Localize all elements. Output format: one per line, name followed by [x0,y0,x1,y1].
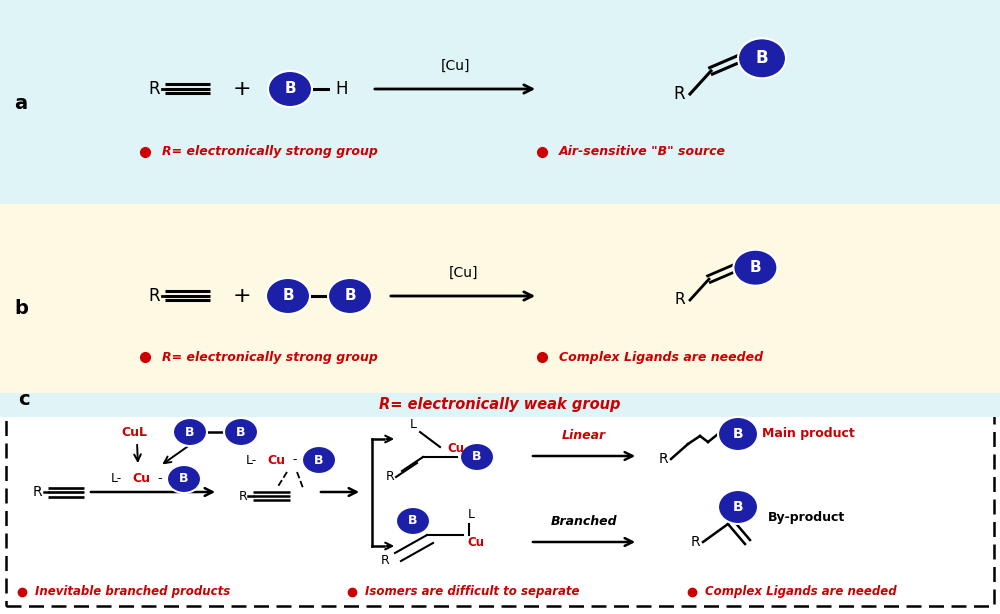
Text: Air-sensitive "B" source: Air-sensitive "B" source [559,146,726,158]
Ellipse shape [738,38,786,79]
Ellipse shape [733,250,777,286]
Text: R: R [238,489,247,502]
Text: -: - [293,454,297,467]
Ellipse shape [302,446,336,474]
Text: B: B [179,473,189,486]
Text: R: R [32,485,42,499]
Ellipse shape [224,418,258,446]
Text: R: R [658,452,668,466]
Ellipse shape [173,418,207,446]
Text: R: R [386,470,394,483]
Text: b: b [14,299,28,318]
Text: L-: L- [246,454,257,467]
Text: L-: L- [111,473,122,486]
Text: By-product: By-product [768,510,845,524]
Text: R: R [674,292,685,308]
Text: +: + [233,286,251,306]
Ellipse shape [718,417,758,451]
Text: Complex Ligands are needed: Complex Ligands are needed [559,351,763,363]
Text: B: B [750,260,761,275]
Text: B: B [314,454,324,467]
Text: R: R [148,80,160,98]
Text: B: B [472,451,482,464]
Text: CuL: CuL [121,426,147,438]
Text: B: B [733,500,743,514]
Text: R= electronically strong group: R= electronically strong group [162,351,378,363]
Text: [Cu]: [Cu] [440,59,470,73]
Text: R: R [148,287,160,305]
Text: Isomers are difficult to separate: Isomers are difficult to separate [365,586,580,599]
Text: Main product: Main product [762,427,855,440]
Text: Cu: Cu [447,443,464,456]
Ellipse shape [396,507,430,535]
Ellipse shape [328,278,372,314]
Text: B: B [284,82,296,96]
Text: B: B [282,289,294,303]
Text: Branched: Branched [551,515,617,528]
Text: B: B [733,427,743,441]
Text: B: B [236,426,246,438]
Bar [0,0,1000,204]
Text: H: H [336,80,348,98]
Text: [Cu]: [Cu] [448,266,478,280]
Ellipse shape [718,490,758,524]
Ellipse shape [167,465,201,493]
Bar [0,204,1000,409]
Bar [0,393,1000,417]
Text: R: R [673,85,685,103]
Text: Linear: Linear [562,429,606,442]
Text: B: B [344,289,356,303]
Ellipse shape [266,278,310,314]
Text: Inevitable branched products: Inevitable branched products [35,586,230,599]
Text: a: a [14,94,27,113]
Text: R= electronically weak group: R= electronically weak group [379,397,621,413]
Ellipse shape [268,71,312,107]
Text: -: - [158,473,162,486]
Ellipse shape [460,443,494,471]
Text: R= electronically strong group: R= electronically strong group [162,146,378,158]
Text: R: R [690,535,700,549]
Text: Complex Ligands are needed: Complex Ligands are needed [705,586,897,599]
FancyBboxPatch shape [6,410,994,606]
Text: R: R [381,554,389,567]
Text: Cu: Cu [132,473,150,486]
Text: L: L [468,508,475,521]
Text: B: B [185,426,195,438]
Text: L: L [410,418,416,430]
Text: c: c [18,390,30,409]
Text: Cu: Cu [267,454,285,467]
Text: B: B [756,49,768,68]
Text: +: + [233,79,251,99]
Text: B: B [408,515,418,527]
Text: Cu: Cu [467,537,484,550]
